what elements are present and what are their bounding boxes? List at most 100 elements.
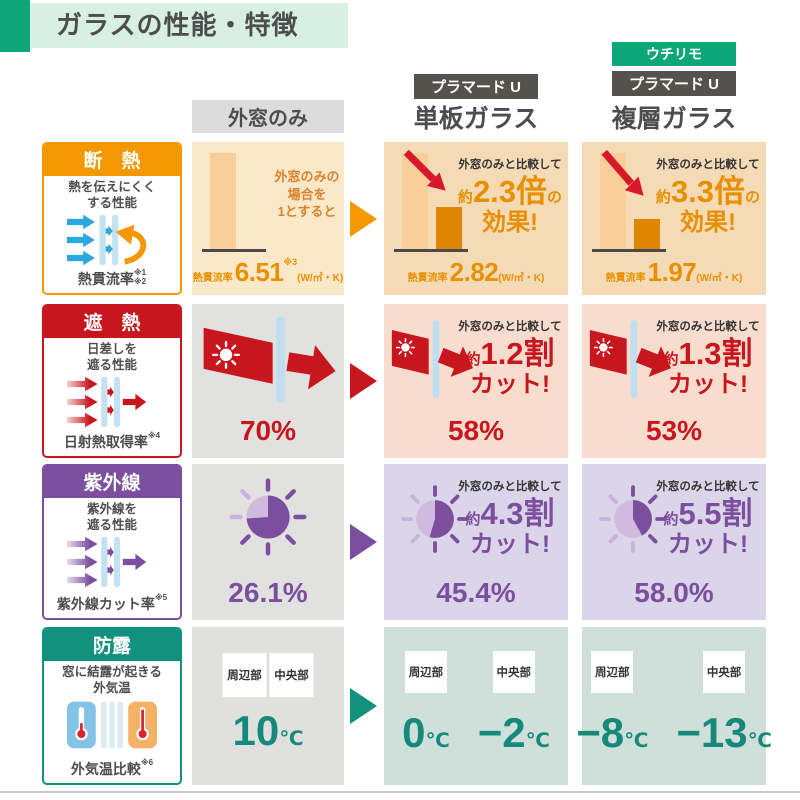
row-title: 断 熱 — [44, 144, 180, 176]
zone-badge-center: 中央部 — [269, 653, 314, 697]
row-metric: 熱貫流率※1 ※2 — [77, 268, 147, 287]
solar-gain-double: 53% — [645, 415, 703, 446]
decrease-arrow-icon — [403, 149, 446, 191]
uv-arrows-icon — [67, 536, 147, 587]
column-double-product-badge: ウチリモ — [612, 42, 736, 66]
zone-perimeter: 周辺部 −8℃ — [576, 651, 648, 757]
cell-shading-double: 外窓のみと比較して 約1.3割 カット! 53% — [582, 304, 766, 458]
zone-badge-perimeter: 周辺部 — [222, 653, 267, 697]
comparison-callout: 外窓のみと比較して 約3.3倍の 効果! — [655, 159, 761, 236]
cell-shading-baseline: 70% — [192, 304, 344, 458]
row-title: 紫外線 — [44, 466, 180, 498]
cell-insulation-baseline: 外窓のみの 場合を 1とすると 熱貫流率6.51※3(W/㎡・K) — [192, 142, 344, 295]
row-label-heat-shading: 遮 熱 日差しを 遮る性能 日射熱取得率※4 — [42, 304, 182, 458]
row-description: 熱を伝えにくく する性能 — [68, 180, 156, 211]
page-title: ガラスの性能・特徴 — [56, 10, 299, 40]
row-label-condensation: 防露 窓に結露が起きる 外気温 — [42, 627, 182, 785]
row-metric: 日射熱取得率※4 — [63, 431, 161, 450]
uv-cut-baseline: 26.1% — [228, 577, 308, 608]
warm-thermometer — [136, 706, 149, 740]
zone-badge-perimeter: 周辺部 — [404, 651, 447, 693]
zone-center: 中央部 −13℃ — [676, 651, 772, 757]
zone-badge-perimeter: 周辺部 — [591, 651, 634, 693]
column-single-brand-badge: プラマード U — [414, 74, 538, 99]
cell-uv-double: 外窓のみと比較して 約5.5割 カット! 58.0% — [582, 464, 766, 620]
comparison-callout: 外窓のみと比較して 約1.2割 カット! — [458, 321, 562, 398]
decrease-arrow-icon — [601, 149, 644, 196]
zone-perimeter: 周辺部 0℃ — [402, 651, 450, 757]
bar-baseline-axis — [202, 249, 266, 252]
cell-condensation-double: 周辺部 −8℃ 中央部 −13℃ — [576, 627, 772, 785]
bar-axis — [394, 249, 468, 252]
comparison-callout: 外窓のみと比較して 約1.3割 カット! — [656, 321, 760, 398]
bar-axis — [592, 249, 666, 252]
cell-uv-baseline: 26.1% — [192, 464, 344, 620]
cell-insulation-double: 外窓のみと比較して 約3.3倍の 効果! 熱貫流率1.97(W/㎡・K) — [582, 142, 766, 295]
zone-badges: 周辺部 中央部 — [222, 653, 314, 697]
row-description: 窓に結露が起きる 外気温 — [62, 665, 162, 696]
heat-return-curl — [115, 224, 147, 264]
solar-gain-single: 58% — [447, 415, 505, 446]
insulation-arrows-icon — [67, 214, 147, 265]
flow-arrow-icon — [350, 200, 377, 237]
dew-temp-perimeter: −8℃ — [576, 709, 649, 756]
zone-badge-center: 中央部 — [492, 651, 535, 693]
baseline-note: 外窓のみの 場合を 1とすると — [274, 169, 340, 220]
bar-improved — [634, 219, 660, 249]
row-metric: 紫外線カット率※5 — [56, 593, 168, 612]
solar-gain-baseline: 70% — [239, 415, 297, 446]
row-insulation: 断 熱 熱を伝えにくく する性能 熱貫流率※1 ※2 — [0, 142, 800, 295]
flow-arrow-icon — [350, 363, 377, 399]
column-double-brand-badge: プラマード U — [612, 71, 736, 96]
row-description: 紫外線を 遮る性能 — [86, 502, 137, 533]
uv-cut-double: 58.0% — [634, 577, 714, 608]
sun-through-glass-icon — [589, 320, 672, 398]
uv-cut-single: 45.4% — [436, 577, 516, 608]
sun-through-glass-icon — [203, 316, 336, 403]
bar-improved — [436, 207, 462, 249]
row-uv: 紫外線 紫外線を 遮る性能 紫外線カット率※5 — [0, 464, 800, 620]
sunlight-arrows-icon — [67, 376, 147, 427]
row-metric: 外気温比較※6 — [70, 758, 154, 777]
bar-baseline — [210, 153, 236, 249]
dew-temp-perimeter: 0℃ — [402, 709, 450, 756]
u-value-baseline: 熱貫流率6.51※3(W/㎡・K) — [192, 257, 344, 287]
u-value-single: 熱貫流率2.82(W/㎡・K) — [407, 257, 545, 287]
dew-temp-center: −13℃ — [676, 709, 772, 756]
baseline-bar-chart — [202, 148, 274, 252]
comparison-callout: 外窓のみと比較して 約4.3割 カット! — [458, 481, 562, 558]
column-single-name: 単板ガラス — [413, 105, 539, 133]
row-title: 防露 — [44, 629, 180, 661]
row-heat-shading: 遮 熱 日差しを 遮る性能 日射熱取得率※4 — [0, 304, 800, 458]
bottom-divider — [0, 791, 800, 793]
cold-thermometer — [75, 706, 88, 740]
row-description: 日差しを 遮る性能 — [86, 342, 137, 373]
dew-temp-center: −2℃ — [477, 709, 550, 756]
comparison-bar-chart — [394, 148, 480, 252]
comparison-bar-chart — [592, 148, 678, 252]
column-double-name: 複層ガラス — [611, 105, 737, 133]
uv-sun-pie-icon — [599, 485, 667, 553]
row-label-uv: 紫外線 紫外線を 遮る性能 紫外線カット率※5 — [42, 464, 182, 620]
cell-condensation-single: 周辺部 0℃ 中央部 −2℃ — [384, 627, 568, 785]
flow-arrow-icon — [350, 524, 377, 560]
u-value-double: 熱貫流率1.97(W/㎡・K) — [605, 257, 743, 287]
sun-through-glass-icon — [391, 320, 474, 398]
cell-shading-single: 外窓のみと比較して 約1.2割 カット! 58% — [384, 304, 568, 458]
row-condensation: 防露 窓に結露が起きる 外気温 — [0, 627, 800, 785]
comparison-callout: 外窓のみと比較して 約5.5割 カット! — [656, 481, 760, 558]
comparison-callout: 外窓のみと比較して 約2.3倍の 効果! — [457, 159, 563, 236]
row-title: 遮 熱 — [44, 306, 180, 338]
cell-condensation-baseline: 周辺部 中央部 10℃ — [192, 627, 344, 785]
title-accent-block — [0, 0, 30, 52]
cell-insulation-single: 外窓のみと比較して 約2.3倍の 効果! 熱貫流率2.82(W/㎡・K) — [384, 142, 568, 295]
cell-uv-single: 外窓のみと比較して 約4.3割 カット! 45.4% — [384, 464, 568, 620]
thermometers-icon — [67, 701, 157, 748]
uv-sun-pie-icon — [229, 478, 307, 556]
flow-arrow-icon — [350, 688, 377, 724]
column-baseline-badge: 外窓のみ — [192, 100, 344, 133]
uv-sun-pie-icon — [401, 485, 469, 553]
zone-badge-center: 中央部 — [703, 651, 746, 693]
page-title-bar: ガラスの性能・特徴 — [30, 3, 348, 48]
